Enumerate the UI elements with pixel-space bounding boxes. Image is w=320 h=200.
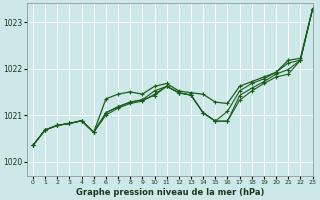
X-axis label: Graphe pression niveau de la mer (hPa): Graphe pression niveau de la mer (hPa) <box>76 188 264 197</box>
